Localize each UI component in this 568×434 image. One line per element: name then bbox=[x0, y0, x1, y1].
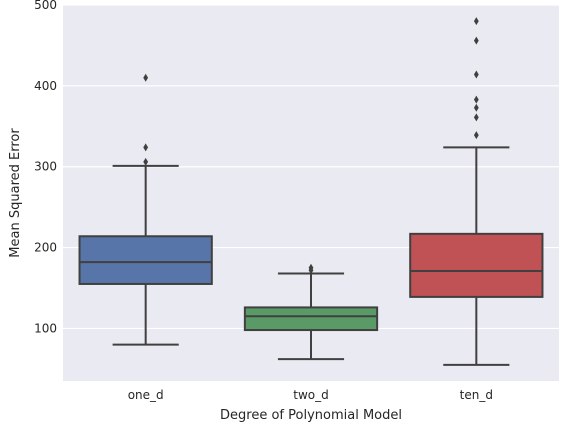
y-tick-label-200: 200 bbox=[34, 241, 57, 255]
y-tick-label-300: 300 bbox=[34, 160, 57, 174]
outlier-1 bbox=[308, 263, 314, 272]
outlier-3 bbox=[473, 95, 479, 104]
box-one_d bbox=[78, 73, 213, 346]
outlier-2 bbox=[143, 73, 149, 82]
x-tick-label-two_d: two_d bbox=[293, 388, 328, 402]
outlier-0 bbox=[143, 157, 149, 166]
box-two_d bbox=[243, 263, 379, 361]
y-tick-label-400: 400 bbox=[34, 79, 57, 93]
y-tick-label-100: 100 bbox=[34, 321, 57, 335]
boxes bbox=[78, 17, 544, 366]
box-body bbox=[78, 235, 213, 285]
y-tick-labels: 100 200 300 400 500 bbox=[34, 0, 57, 335]
y-tick-label-500: 500 bbox=[34, 0, 57, 12]
outlier-1 bbox=[143, 143, 149, 152]
box-body bbox=[409, 232, 544, 298]
outlier-6 bbox=[473, 17, 479, 26]
box-ten_d bbox=[409, 17, 544, 366]
x-tick-label-ten_d: ten_d bbox=[460, 388, 493, 402]
outlier-0 bbox=[473, 131, 479, 140]
outlier-5 bbox=[473, 36, 479, 45]
outlier-2 bbox=[473, 103, 479, 112]
y-axis-label: Mean Squared Error bbox=[8, 128, 23, 258]
x-tick-labels: one_d two_d ten_d bbox=[128, 388, 493, 402]
outlier-4 bbox=[473, 70, 479, 79]
outlier-1 bbox=[473, 113, 479, 122]
x-axis-label: Degree of Polynomial Model bbox=[220, 408, 402, 423]
x-tick-label-one_d: one_d bbox=[128, 388, 164, 402]
box-body bbox=[243, 306, 379, 332]
